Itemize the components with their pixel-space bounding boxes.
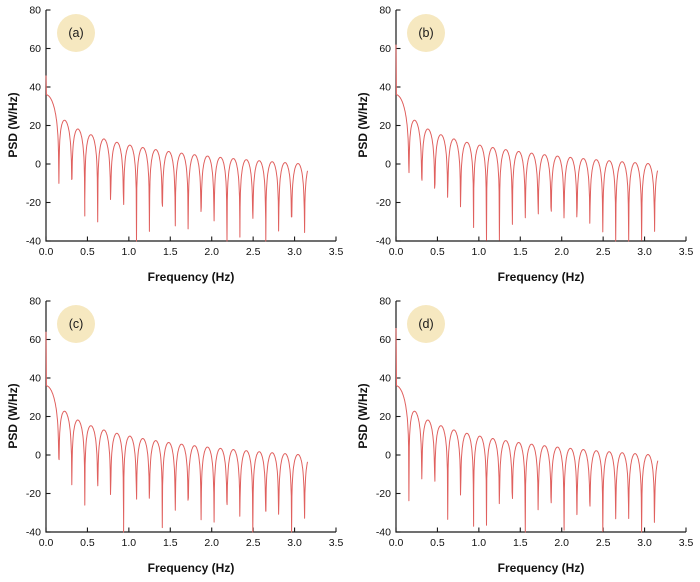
x-tick-label: 2.0 (204, 246, 219, 258)
psd-chart-a: 0.0 0.5 1.0 1.5 2.0 2.5 3.0 3.5 -40 -20 0 20 40 60 80 (26, 5, 344, 259)
panel-b-label: (b) (418, 26, 434, 40)
panel-c-x-axis-title: Frequency (Hz) (147, 561, 235, 575)
x-tick-label: 0.0 (389, 246, 404, 258)
x-tick-label: 0.0 (389, 537, 404, 549)
y-tick-label: 0 (35, 159, 41, 171)
y-tick-label: 0 (385, 450, 391, 462)
x-tick-label: 2.0 (554, 246, 569, 258)
x-tick-label: 3.5 (679, 246, 694, 258)
y-tick-label: 80 (379, 5, 391, 17)
x-tick-label: 1.5 (163, 246, 178, 258)
y-tick-label: 60 (29, 334, 41, 346)
x-tick-label: 1.0 (472, 537, 487, 549)
y-tick-label: 0 (385, 159, 391, 171)
y-tick-label: 40 (379, 82, 391, 94)
y-tick-label: 20 (29, 411, 41, 423)
y-tick-label: 60 (379, 334, 391, 346)
psd-curve-b (395, 44, 659, 242)
y-tick-label: 80 (29, 296, 41, 308)
y-tick-label: -40 (26, 236, 41, 248)
x-tick-label: 0.0 (39, 537, 54, 549)
y-tick-label: 20 (379, 120, 391, 132)
x-tick-label: 1.0 (122, 537, 137, 549)
y-tick-label: 40 (379, 373, 391, 385)
psd-chart-d: 0.0 0.5 1.0 1.5 2.0 2.5 3.0 3.5 -40 -20 0 20 40 60 80 (376, 296, 694, 550)
y-tick-label: 80 (379, 296, 391, 308)
x-tick-label: 3.0 (637, 246, 652, 258)
y-tick-label: -20 (26, 488, 41, 500)
x-tick-label: 0.5 (430, 246, 445, 258)
x-tick-label: 2.5 (596, 246, 611, 258)
x-tick-label: 2.5 (246, 246, 261, 258)
y-tick-label: -20 (376, 488, 391, 500)
panel-d-label: (d) (418, 317, 434, 331)
x-tick-label: 3.0 (287, 537, 302, 549)
y-tick-label: 20 (379, 411, 391, 423)
y-tick-label: -20 (26, 197, 41, 209)
y-tick-label: -40 (26, 527, 41, 539)
x-tick-label: 3.5 (329, 537, 344, 549)
panel-c-label-badge: (c) (57, 305, 95, 343)
x-tick-label: 3.0 (287, 246, 302, 258)
y-tick-label: 20 (29, 120, 41, 132)
x-tick-label: 3.0 (637, 537, 652, 549)
panel-a-label: (a) (68, 26, 84, 40)
psd-curve-a (45, 75, 308, 242)
x-tick-label: 3.5 (329, 246, 344, 258)
x-tick-label: 1.5 (163, 537, 178, 549)
y-tick-label: -40 (376, 236, 391, 248)
x-tick-label: 1.5 (513, 246, 528, 258)
x-tick-label: 1.0 (122, 246, 137, 258)
psd-chart-c: 0.0 0.5 1.0 1.5 2.0 2.5 3.0 3.5 -40 -20 0 20 40 60 80 (26, 296, 344, 550)
y-tick-label: -20 (376, 197, 391, 209)
panel-d-x-axis-title: Frequency (Hz) (497, 561, 585, 575)
psd-curve-c (45, 331, 308, 533)
panel-a-x-axis-title: Frequency (Hz) (147, 270, 235, 284)
psd-curve-d (395, 327, 659, 533)
y-tick-label: 80 (29, 5, 41, 17)
x-tick-label: 2.0 (554, 537, 569, 549)
x-tick-label: 2.5 (596, 537, 611, 549)
panel-d-label-badge: (d) (407, 305, 445, 343)
x-tick-label: 3.5 (679, 537, 694, 549)
panel-a-label-badge: (a) (57, 14, 95, 52)
y-tick-label: 60 (29, 43, 41, 55)
panel-b-y-axis-title: PSD (W/Hz) (356, 92, 370, 158)
x-tick-label: 1.5 (513, 537, 528, 549)
y-tick-label: 40 (29, 82, 41, 94)
y-tick-label: 40 (29, 373, 41, 385)
panel-b-label-badge: (b) (407, 14, 445, 52)
x-tick-label: 0.5 (80, 537, 95, 549)
panel-b: 0.0 0.5 1.0 1.5 2.0 2.5 3.0 3.5 -40 -20 0 20 40 60 80 … (350, 0, 700, 291)
y-tick-label: 0 (35, 450, 41, 462)
panel-a-y-axis-title: PSD (W/Hz) (6, 92, 20, 158)
x-tick-label: 2.5 (246, 537, 261, 549)
x-tick-label: 1.0 (472, 246, 487, 258)
panel-d-y-axis-title: PSD (W/Hz) (356, 383, 370, 449)
psd-chart-b: 0.0 0.5 1.0 1.5 2.0 2.5 3.0 3.5 -40 -20 0 20 40 60 80 (376, 5, 694, 259)
x-tick-label: 0.5 (430, 537, 445, 549)
y-tick-label: 60 (379, 43, 391, 55)
panel-c-y-axis-title: PSD (W/Hz) (6, 383, 20, 449)
y-tick-label: -40 (376, 527, 391, 539)
panel-a: 0.0 0.5 1.0 1.5 2.0 2.5 3.0 3.5 -40 -20 0 20 40 60 80 … (0, 0, 350, 291)
panel-d: 0.0 0.5 1.0 1.5 2.0 2.5 3.0 3.5 -40 -20 0 20 40 60 80 … (350, 291, 700, 582)
x-tick-label: 2.0 (204, 537, 219, 549)
panel-c-label: (c) (68, 317, 84, 331)
panel-c: 0.0 0.5 1.0 1.5 2.0 2.5 3.0 3.5 -40 -20 0 20 40 60 80 … (0, 291, 350, 582)
panel-b-x-axis-title: Frequency (Hz) (497, 270, 585, 284)
x-tick-label: 0.0 (39, 246, 54, 258)
x-tick-label: 0.5 (80, 246, 95, 258)
